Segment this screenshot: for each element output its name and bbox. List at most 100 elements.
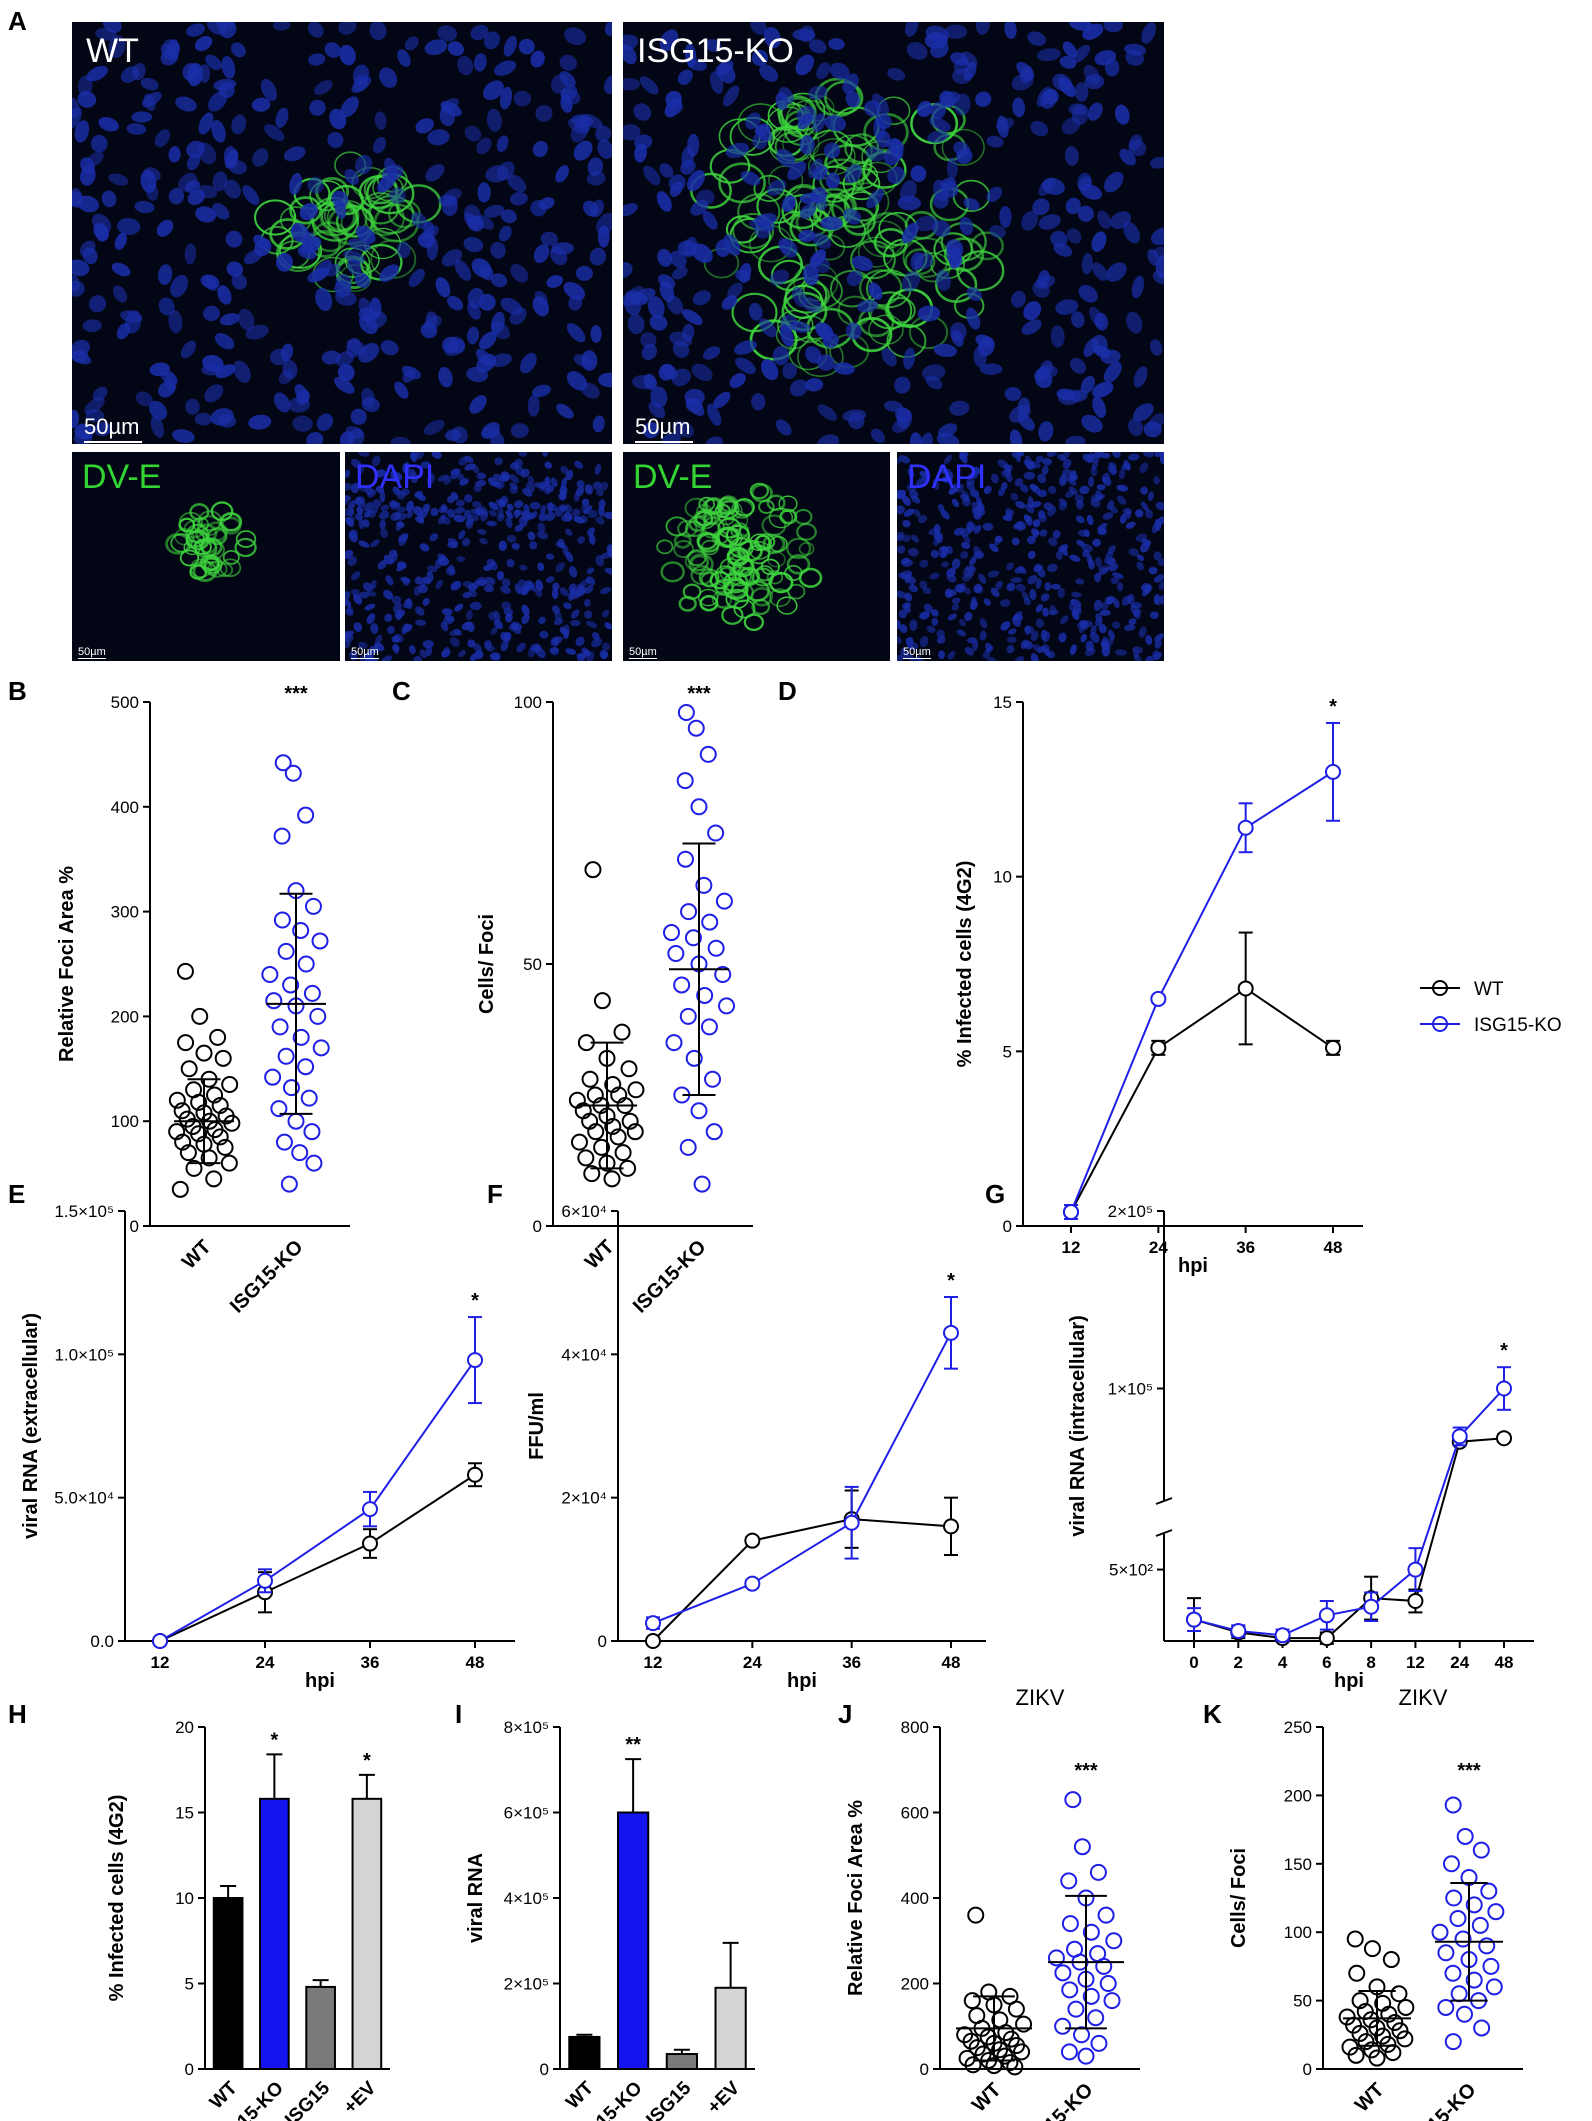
bar — [212, 1897, 244, 2070]
scale-bar-wt-dve-label: 50µm — [78, 646, 106, 658]
nucleus — [500, 495, 509, 505]
infected-cell — [718, 162, 766, 204]
nucleus — [795, 54, 815, 76]
nucleus — [551, 242, 574, 255]
nucleus — [1050, 230, 1068, 248]
nucleus — [799, 203, 817, 219]
y-tick-label: 5 — [185, 1975, 194, 1994]
nucleus — [437, 474, 449, 482]
y-axis-label: Cells/ Foci — [1228, 1848, 1250, 1948]
data-point — [297, 955, 315, 973]
nucleus — [477, 182, 491, 203]
nucleus — [402, 462, 410, 474]
infected-cell — [289, 196, 323, 225]
nucleus — [390, 436, 411, 444]
nucleus — [367, 489, 377, 498]
data-point — [1407, 1593, 1424, 1609]
nucleus — [809, 39, 827, 54]
nucleus — [966, 482, 976, 492]
nucleus — [989, 543, 999, 553]
micrograph-wt-dve: DV-E 50µm — [72, 452, 340, 661]
infected-cell — [798, 567, 823, 588]
data-point — [1431, 1923, 1449, 1941]
nucleus — [760, 359, 779, 381]
nucleus — [1071, 591, 1082, 598]
infected-cell — [859, 269, 903, 307]
nucleus — [472, 500, 482, 509]
micrograph-ko-label: ISG15-KO — [637, 32, 794, 70]
nucleus — [514, 509, 521, 518]
nucleus — [135, 391, 153, 407]
nucleus — [375, 469, 387, 478]
x-tick-label: 48 — [1495, 1653, 1514, 1672]
nucleus — [927, 130, 949, 144]
series-line — [652, 1518, 952, 1642]
nucleus — [406, 510, 413, 519]
x-category-label: ISG15-KO — [629, 1236, 711, 1318]
data-point — [297, 806, 315, 824]
scale-bar-wt: 50µm — [84, 414, 142, 443]
nucleus — [466, 518, 475, 526]
nucleus — [345, 469, 351, 478]
infected-cell — [797, 337, 844, 378]
nucleus — [375, 485, 385, 494]
data-point — [676, 850, 694, 868]
infected-cell — [762, 533, 786, 554]
y-tick-label: 15 — [175, 1804, 194, 1823]
y-tick-label: 0 — [130, 1217, 139, 1236]
nucleus — [212, 171, 228, 192]
infected-cell — [694, 510, 714, 527]
data-point — [967, 1906, 985, 1924]
nucleus — [231, 273, 247, 290]
nucleus — [559, 485, 568, 495]
data-point — [1318, 1630, 1335, 1647]
nucleus — [406, 500, 414, 512]
nucleus — [1032, 198, 1050, 216]
nucleus — [845, 322, 862, 340]
nucleus — [538, 197, 555, 210]
data-point — [1485, 1978, 1503, 1996]
nucleus — [899, 624, 908, 634]
nucleus — [797, 113, 814, 130]
nucleus — [659, 29, 679, 52]
nucleus — [1112, 452, 1121, 458]
data-point — [701, 913, 719, 931]
infected-cell — [794, 508, 813, 525]
nucleus — [540, 231, 559, 246]
nucleus — [546, 275, 563, 288]
nucleus — [402, 367, 416, 383]
nucleus — [471, 464, 480, 474]
infected-cell — [179, 549, 200, 567]
micrograph-wt-dve-image — [72, 452, 340, 661]
nucleus — [656, 191, 672, 212]
nucleus — [77, 195, 100, 213]
nucleus — [780, 324, 794, 347]
nucleus — [440, 515, 451, 525]
nucleus — [816, 62, 831, 80]
infected-cell — [753, 535, 772, 551]
nucleus — [131, 111, 153, 123]
infected-cell — [788, 337, 828, 371]
data-point — [257, 1572, 273, 1589]
nucleus — [450, 491, 459, 501]
series-line — [1193, 1437, 1505, 1640]
x-tick-label: 36 — [1236, 1238, 1255, 1257]
data-point — [1103, 1992, 1121, 2010]
nucleus — [687, 59, 708, 71]
nucleus — [568, 294, 583, 311]
nucleus — [812, 165, 828, 181]
data-point — [221, 1076, 239, 1094]
nucleus — [454, 603, 464, 612]
nucleus — [1021, 210, 1039, 231]
infected-cell — [885, 297, 916, 324]
nucleus — [456, 499, 465, 507]
infected-cell — [192, 560, 218, 583]
nucleus — [1071, 311, 1085, 328]
nucleus — [187, 63, 203, 87]
y-tick-label: 4×10⁴ — [561, 1345, 607, 1364]
nucleus — [374, 111, 387, 130]
nucleus — [1091, 231, 1107, 252]
nucleus — [449, 630, 461, 636]
nucleus — [72, 107, 82, 129]
nucleus — [1080, 375, 1095, 394]
